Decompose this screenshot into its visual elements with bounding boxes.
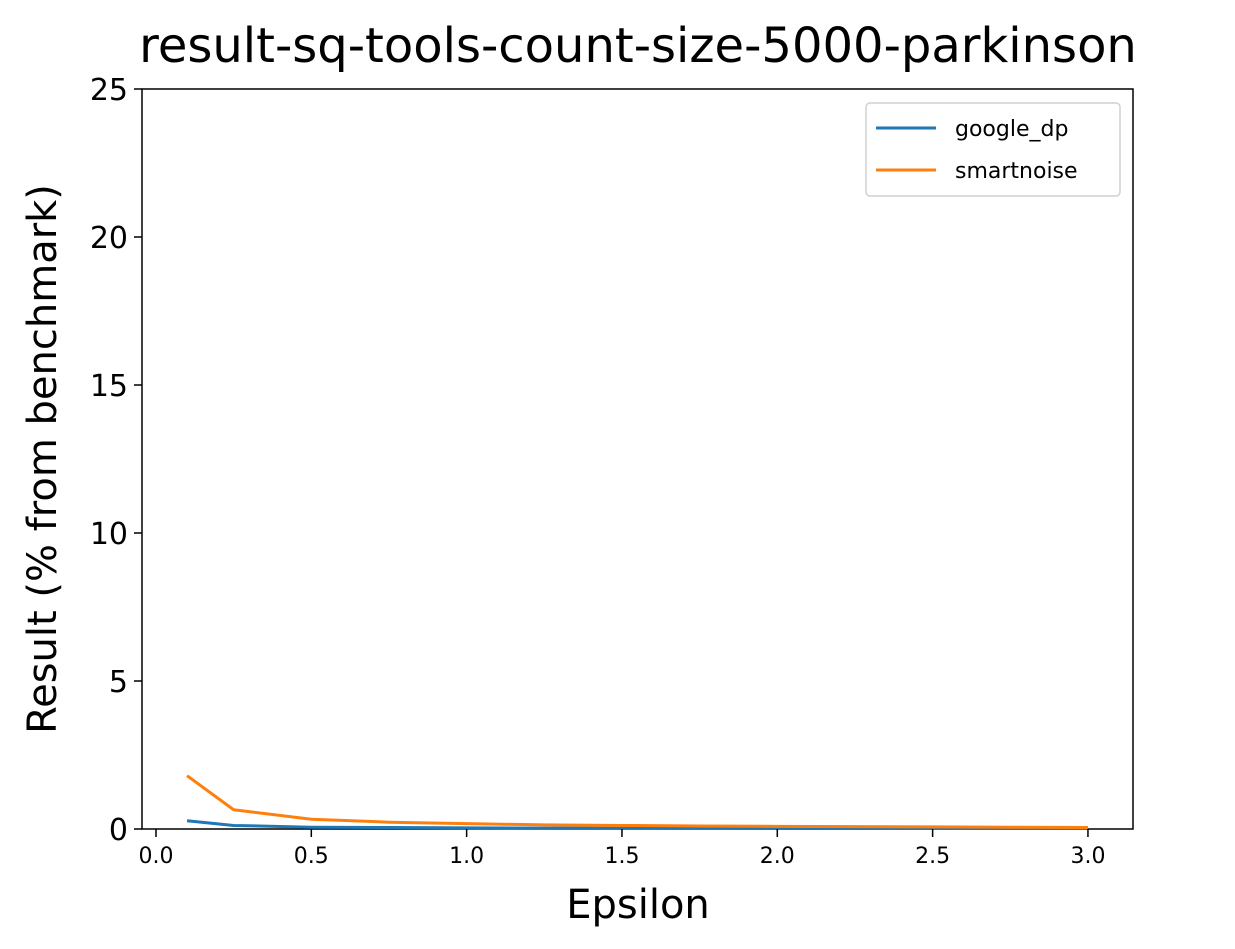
y-axis-label: Result (% from benchmark) <box>20 184 66 734</box>
y-tick-label: 15 <box>90 369 128 404</box>
x-tick-label: 3.0 <box>1070 844 1105 869</box>
x-tick-label: 1.0 <box>449 844 484 869</box>
x-tick-label: 2.0 <box>760 844 795 869</box>
x-axis-label: Epsilon <box>566 882 710 928</box>
axis-ticks: 0.0 0.5 1.0 1.5 2.0 2.5 3.0 0 5 10 15 20 25 <box>90 73 1106 869</box>
legend-box <box>865 102 1121 197</box>
legend: google_dp smartnoise <box>865 102 1121 197</box>
y-tick-label: 0 <box>109 813 128 848</box>
y-tick-label: 10 <box>90 517 128 552</box>
y-tick-label: 25 <box>90 73 128 108</box>
x-tick-label: 1.5 <box>604 844 639 869</box>
x-tick-label: 0.5 <box>294 844 329 869</box>
legend-label-smartnoise: smartnoise <box>955 159 1078 184</box>
y-tick-label: 5 <box>109 665 128 700</box>
legend-label-google-dp: google_dp <box>955 117 1068 142</box>
chart-title: result-sq-tools-count-size-5000-parkinso… <box>139 18 1137 74</box>
plot-area <box>141 88 1134 830</box>
x-tick-label: 0.0 <box>138 844 173 869</box>
x-tick-label: 2.5 <box>915 844 950 869</box>
y-tick-label: 20 <box>90 221 128 256</box>
series-lines <box>186 774 1088 830</box>
series-line-smartnoise <box>186 774 1088 830</box>
